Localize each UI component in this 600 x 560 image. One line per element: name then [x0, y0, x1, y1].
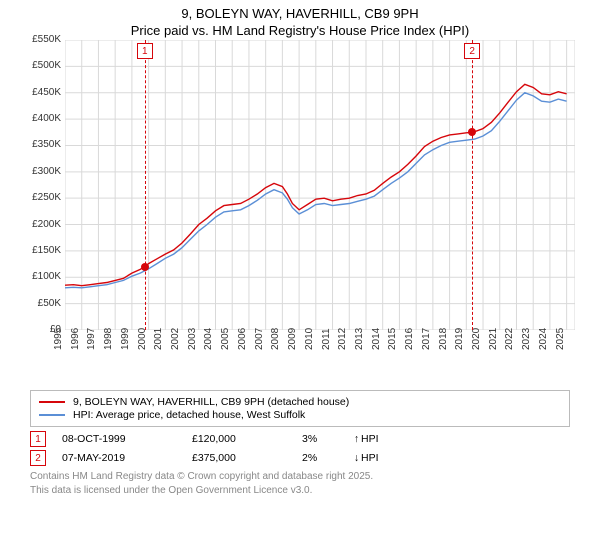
- sale-pct: 3%: [302, 433, 352, 445]
- x-tick-label: 2021: [488, 328, 499, 350]
- x-tick-label: 2023: [521, 328, 532, 350]
- sale-row: 1 08-OCT-1999£120,0003%↑ HPI: [30, 431, 570, 447]
- y-tick-label: £450K: [20, 87, 65, 98]
- y-tick-label: £50K: [20, 298, 65, 309]
- x-tick-label: 2002: [170, 328, 181, 350]
- legend: 9, BOLEYN WAY, HAVERHILL, CB9 9PH (detac…: [30, 390, 570, 427]
- sale-suffix: HPI: [361, 452, 379, 464]
- x-tick-label: 1996: [70, 328, 81, 350]
- license-line-1: Contains HM Land Registry data © Crown c…: [30, 470, 570, 484]
- x-tick-label: 2020: [471, 328, 482, 350]
- sale-price: £120,000: [192, 433, 302, 445]
- x-tick-label: 2003: [187, 328, 198, 350]
- sales-table: 1 08-OCT-1999£120,0003%↑ HPI 2 07-MAY-2019£…: [30, 431, 570, 466]
- x-tick-label: 2024: [538, 328, 549, 350]
- sale-price: £375,000: [192, 452, 302, 464]
- page-subtitle: Price paid vs. HM Land Registry's House …: [0, 23, 600, 38]
- y-tick-label: £100K: [20, 271, 65, 282]
- license-text: Contains HM Land Registry data © Crown c…: [30, 470, 570, 497]
- x-tick-label: 2004: [203, 328, 214, 350]
- x-tick-label: 2008: [270, 328, 281, 350]
- sale-marker-number: 1: [137, 43, 153, 59]
- x-tick-label: 2010: [304, 328, 315, 350]
- sale-pct: 2%: [302, 452, 352, 464]
- x-tick-label: 2019: [454, 328, 465, 350]
- x-tick-label: 2014: [371, 328, 382, 350]
- sale-row: 2 07-MAY-2019£375,0002%↓ HPI: [30, 450, 570, 466]
- sale-suffix: HPI: [361, 433, 379, 445]
- license-line-2: This data is licensed under the Open Gov…: [30, 484, 570, 498]
- legend-label: 9, BOLEYN WAY, HAVERHILL, CB9 9PH (detac…: [73, 396, 349, 408]
- x-tick-label: 2000: [137, 328, 148, 350]
- x-tick-label: 2009: [287, 328, 298, 350]
- price-chart: £0£50K£100K£150K£200K£250K£300K£350K£400…: [20, 40, 580, 384]
- legend-swatch: [39, 401, 65, 403]
- x-tick-label: 2005: [220, 328, 231, 350]
- sale-marker-number: 2: [464, 43, 480, 59]
- legend-item: HPI: Average price, detached house, West…: [39, 409, 561, 421]
- sale-number-box: 2: [30, 450, 46, 466]
- y-tick-label: £200K: [20, 219, 65, 230]
- sale-date: 07-MAY-2019: [62, 452, 192, 464]
- arrow-up-icon: ↑: [352, 433, 361, 445]
- x-tick-label: 2011: [321, 328, 332, 350]
- legend-item: 9, BOLEYN WAY, HAVERHILL, CB9 9PH (detac…: [39, 396, 561, 408]
- sale-number-box: 1: [30, 431, 46, 447]
- plot-area: [65, 40, 575, 330]
- x-tick-label: 2018: [438, 328, 449, 350]
- y-tick-label: £350K: [20, 139, 65, 150]
- x-tick-label: 2015: [387, 328, 398, 350]
- x-tick-label: 1995: [53, 328, 64, 350]
- x-tick-label: 1999: [120, 328, 131, 350]
- sale-marker-line: [145, 40, 146, 330]
- sale-date: 08-OCT-1999: [62, 433, 192, 445]
- x-tick-label: 2012: [337, 328, 348, 350]
- y-tick-label: £150K: [20, 245, 65, 256]
- y-tick-label: £250K: [20, 192, 65, 203]
- sale-marker-line: [472, 40, 473, 330]
- x-tick-label: 2007: [254, 328, 265, 350]
- arrow-down-icon: ↓: [352, 452, 361, 464]
- y-tick-label: £500K: [20, 60, 65, 71]
- x-tick-label: 1997: [86, 328, 97, 350]
- legend-label: HPI: Average price, detached house, West…: [73, 409, 305, 421]
- y-tick-label: £300K: [20, 166, 65, 177]
- x-tick-label: 1998: [103, 328, 114, 350]
- y-tick-label: £400K: [20, 113, 65, 124]
- y-tick-label: £550K: [20, 34, 65, 45]
- x-tick-label: 2006: [237, 328, 248, 350]
- page-title: 9, BOLEYN WAY, HAVERHILL, CB9 9PH: [0, 6, 600, 21]
- legend-swatch: [39, 414, 65, 416]
- x-tick-label: 2017: [421, 328, 432, 350]
- x-tick-label: 2013: [354, 328, 365, 350]
- sale-marker-dot: [141, 263, 149, 271]
- x-tick-label: 2001: [153, 328, 164, 350]
- x-tick-label: 2016: [404, 328, 415, 350]
- x-tick-label: 2025: [555, 328, 566, 350]
- x-tick-label: 2022: [504, 328, 515, 350]
